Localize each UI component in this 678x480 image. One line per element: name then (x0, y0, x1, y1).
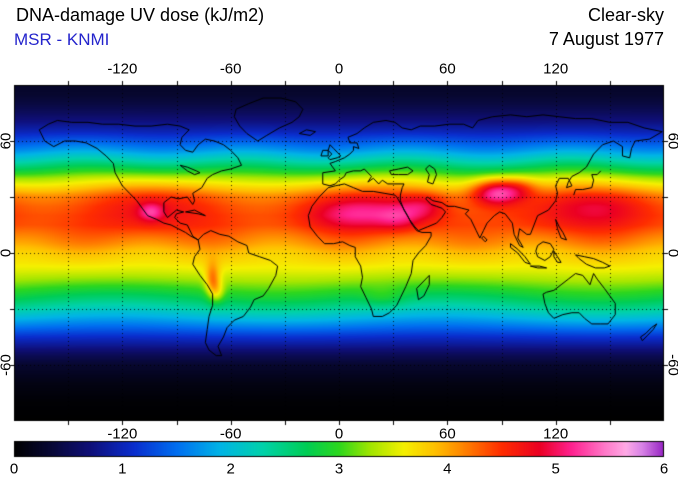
lat-tick-label-right: -60 (664, 354, 678, 376)
lon-tick-label-top: 0 (334, 60, 344, 78)
lon-tick-label-bottom: 0 (334, 425, 344, 443)
lat-tick-label-left: -60 (0, 354, 15, 376)
lon-tick-label-top: 60 (438, 60, 456, 78)
lon-tick-label-top: -120 (107, 60, 138, 78)
lon-tick-label-top: -60 (219, 60, 242, 78)
lon-tick-label-bottom: -60 (219, 425, 242, 443)
colorbar-tick-label: 5 (551, 460, 560, 478)
lat-tick-label-right: 60 (664, 132, 678, 150)
lat-tick-label-left: 0 (0, 249, 15, 257)
colorbar-tick-label: 4 (443, 460, 452, 478)
lon-tick-label-bottom: 60 (438, 425, 456, 443)
lat-tick-label-right: 0 (665, 249, 678, 257)
colorbar-tick-label: 6 (659, 460, 669, 478)
lon-tick-label-top: 120 (543, 60, 569, 78)
source-label: MSR - KNMI (14, 30, 110, 49)
lon-tick-label-bottom: 120 (543, 425, 569, 443)
colorbar-tick-label: 1 (118, 460, 127, 478)
lat-tick-label-left: 60 (0, 132, 15, 150)
colorbar-tick-label: 0 (9, 460, 19, 478)
colorbar-tick-label: 2 (226, 460, 235, 478)
lon-tick-label-bottom: -120 (107, 425, 138, 443)
colorbar-tick-label: 3 (334, 460, 344, 478)
condition-label: Clear-sky (587, 5, 664, 25)
chart-title: DNA-damage UV dose (kJ/m2) (16, 5, 265, 25)
date-label: 7 August 1977 (548, 29, 664, 49)
